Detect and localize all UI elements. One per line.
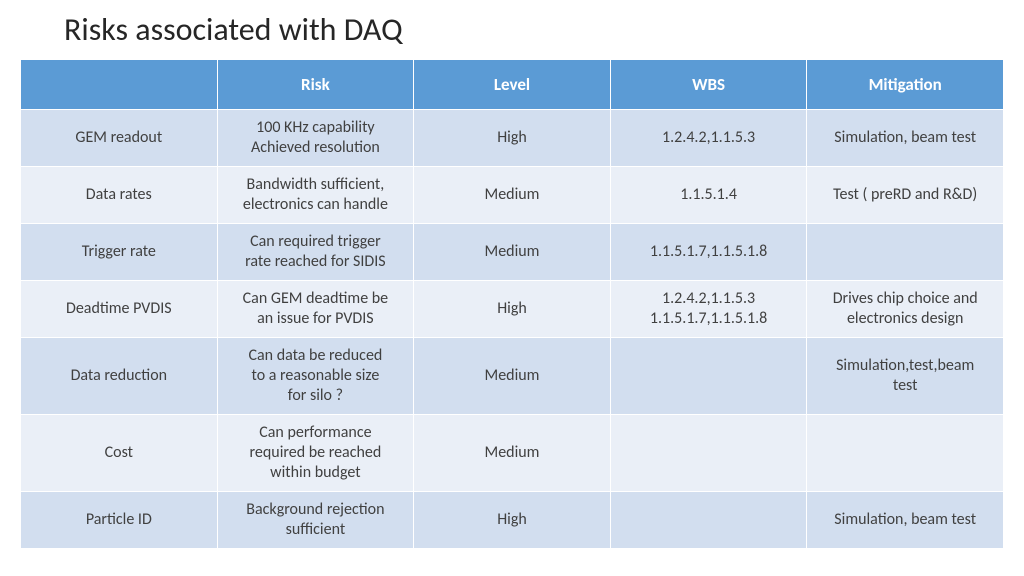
cell-wbs — [610, 492, 807, 549]
page-title: Risks associated with DAQ — [64, 10, 1004, 49]
cell-level: Medium — [414, 415, 611, 492]
cell-mitigation — [807, 415, 1004, 492]
cell-name: GEM readout — [21, 110, 218, 167]
col-header-risk: Risk — [217, 60, 414, 110]
table-row: GEM readout100 KHz capabilityAchieved re… — [21, 110, 1004, 167]
col-header-level: Level — [414, 60, 611, 110]
cell-level: High — [414, 492, 611, 549]
cell-name: Particle ID — [21, 492, 218, 549]
table-row: Deadtime PVDISCan GEM deadtime bean issu… — [21, 281, 1004, 338]
col-header-wbs: WBS — [610, 60, 807, 110]
cell-risk: Can performancerequired be reachedwithin… — [217, 415, 414, 492]
cell-mitigation: Test ( preRD and R&D) — [807, 167, 1004, 224]
risks-table: Risk Level WBS Mitigation GEM readout100… — [20, 59, 1004, 549]
cell-mitigation: Simulation,test,beamtest — [807, 338, 1004, 415]
cell-level: Medium — [414, 167, 611, 224]
cell-name: Trigger rate — [21, 224, 218, 281]
cell-name: Cost — [21, 415, 218, 492]
table-row: CostCan performancerequired be reachedwi… — [21, 415, 1004, 492]
cell-mitigation: Drives chip choice andelectronics design — [807, 281, 1004, 338]
cell-wbs — [610, 338, 807, 415]
cell-mitigation: Simulation, beam test — [807, 492, 1004, 549]
table-row: Particle IDBackground rejectionsufficien… — [21, 492, 1004, 549]
cell-level: High — [414, 110, 611, 167]
cell-name: Data reduction — [21, 338, 218, 415]
col-header-mitigation: Mitigation — [807, 60, 1004, 110]
cell-mitigation — [807, 224, 1004, 281]
cell-level: High — [414, 281, 611, 338]
table-row: Data ratesBandwidth sufficient,electroni… — [21, 167, 1004, 224]
cell-wbs: 1.2.4.2,1.1.5.31.1.5.1.7,1.1.5.1.8 — [610, 281, 807, 338]
cell-wbs: 1.1.5.1.4 — [610, 167, 807, 224]
table-row: Trigger rateCan required triggerrate rea… — [21, 224, 1004, 281]
cell-name: Data rates — [21, 167, 218, 224]
cell-risk: Can required triggerrate reached for SID… — [217, 224, 414, 281]
cell-risk: Background rejectionsufficient — [217, 492, 414, 549]
cell-wbs: 1.1.5.1.7,1.1.5.1.8 — [610, 224, 807, 281]
cell-risk: Bandwidth sufficient,electronics can han… — [217, 167, 414, 224]
col-header-blank — [21, 60, 218, 110]
cell-name: Deadtime PVDIS — [21, 281, 218, 338]
cell-risk: 100 KHz capabilityAchieved resolution — [217, 110, 414, 167]
table-row: Data reductionCan data be reducedto a re… — [21, 338, 1004, 415]
table-body: GEM readout100 KHz capabilityAchieved re… — [21, 110, 1004, 549]
cell-risk: Can data be reducedto a reasonable sizef… — [217, 338, 414, 415]
cell-wbs: 1.2.4.2,1.1.5.3 — [610, 110, 807, 167]
cell-level: Medium — [414, 338, 611, 415]
cell-risk: Can GEM deadtime bean issue for PVDIS — [217, 281, 414, 338]
cell-level: Medium — [414, 224, 611, 281]
cell-wbs — [610, 415, 807, 492]
cell-mitigation: Simulation, beam test — [807, 110, 1004, 167]
table-header-row: Risk Level WBS Mitigation — [21, 60, 1004, 110]
